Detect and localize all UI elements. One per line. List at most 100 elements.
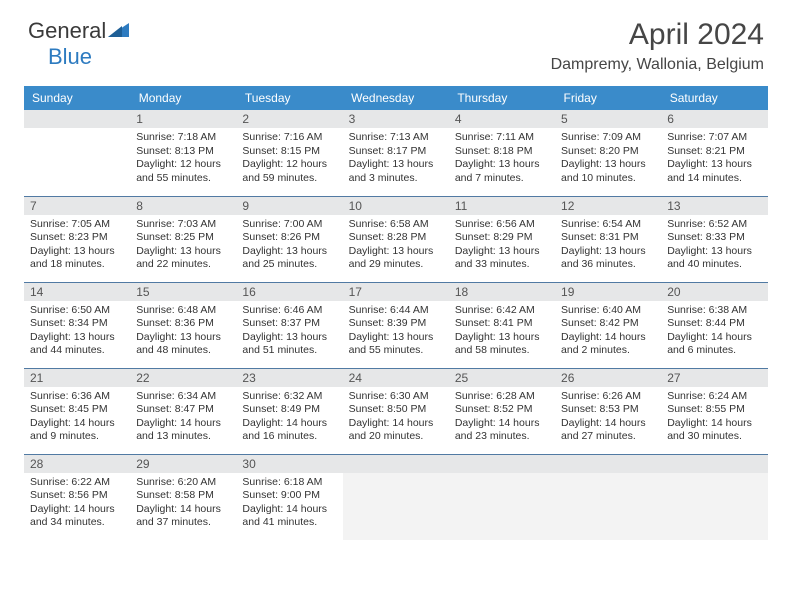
daylight-line-2: and 55 minutes. [136, 172, 230, 186]
daylight-line-1: Daylight: 13 hours [136, 245, 230, 259]
calendar-cell: 5Sunrise: 7:09 AMSunset: 8:20 PMDaylight… [555, 110, 661, 196]
calendar-row: 7Sunrise: 7:05 AMSunset: 8:23 PMDaylight… [24, 196, 768, 282]
title-area: April 2024 Dampremy, Wallonia, Belgium [551, 18, 764, 74]
calendar-cell [343, 454, 449, 540]
day-number: 13 [661, 197, 767, 215]
daylight-line-2: and 40 minutes. [667, 258, 761, 272]
daylight-line-1: Daylight: 13 hours [349, 158, 443, 172]
month-title: April 2024 [551, 18, 764, 52]
sunset-line: Sunset: 9:00 PM [242, 489, 336, 503]
day-details: Sunrise: 7:05 AMSunset: 8:23 PMDaylight:… [24, 215, 130, 277]
sunrise-line: Sunrise: 7:09 AM [561, 131, 655, 145]
day-details: Sunrise: 6:50 AMSunset: 8:34 PMDaylight:… [24, 301, 130, 363]
sunrise-line: Sunrise: 6:22 AM [30, 476, 124, 490]
sunrise-line: Sunrise: 6:44 AM [349, 304, 443, 318]
calendar-cell: 1Sunrise: 7:18 AMSunset: 8:13 PMDaylight… [130, 110, 236, 196]
sunrise-line: Sunrise: 6:32 AM [242, 390, 336, 404]
daylight-line-2: and 10 minutes. [561, 172, 655, 186]
daylight-line-1: Daylight: 14 hours [561, 417, 655, 431]
calendar-cell [449, 454, 555, 540]
brand-logo: General [28, 18, 132, 44]
day-details: Sunrise: 6:56 AMSunset: 8:29 PMDaylight:… [449, 215, 555, 277]
sunset-line: Sunset: 8:44 PM [667, 317, 761, 331]
daylight-line-1: Daylight: 13 hours [455, 158, 549, 172]
sunrise-line: Sunrise: 6:30 AM [349, 390, 443, 404]
sunrise-line: Sunrise: 6:26 AM [561, 390, 655, 404]
day-number: 17 [343, 283, 449, 301]
sunset-line: Sunset: 8:41 PM [455, 317, 549, 331]
daylight-line-1: Daylight: 12 hours [242, 158, 336, 172]
sunset-line: Sunset: 8:15 PM [242, 145, 336, 159]
sunset-line: Sunset: 8:55 PM [667, 403, 761, 417]
brand-word-2: Blue [48, 44, 92, 70]
daylight-line-1: Daylight: 14 hours [455, 417, 549, 431]
day-number: 1 [130, 110, 236, 128]
weekday-header: Monday [130, 86, 236, 110]
daylight-line-2: and 33 minutes. [455, 258, 549, 272]
day-number: 7 [24, 197, 130, 215]
sunrise-line: Sunrise: 6:40 AM [561, 304, 655, 318]
weekday-header: Sunday [24, 86, 130, 110]
day-details: Sunrise: 6:26 AMSunset: 8:53 PMDaylight:… [555, 387, 661, 449]
weekday-header-row: Sunday Monday Tuesday Wednesday Thursday… [24, 86, 768, 110]
day-number: 14 [24, 283, 130, 301]
sunrise-line: Sunrise: 6:50 AM [30, 304, 124, 318]
day-details: Sunrise: 6:40 AMSunset: 8:42 PMDaylight:… [555, 301, 661, 363]
sunset-line: Sunset: 8:25 PM [136, 231, 230, 245]
sunset-line: Sunset: 8:37 PM [242, 317, 336, 331]
day-details: Sunrise: 7:00 AMSunset: 8:26 PMDaylight:… [236, 215, 342, 277]
day-details: Sunrise: 6:46 AMSunset: 8:37 PMDaylight:… [236, 301, 342, 363]
sunrise-line: Sunrise: 6:54 AM [561, 218, 655, 232]
daylight-line-1: Daylight: 13 hours [667, 158, 761, 172]
daylight-line-1: Daylight: 13 hours [455, 245, 549, 259]
sunset-line: Sunset: 8:28 PM [349, 231, 443, 245]
day-number: 16 [236, 283, 342, 301]
calendar-cell: 6Sunrise: 7:07 AMSunset: 8:21 PMDaylight… [661, 110, 767, 196]
day-details: Sunrise: 6:58 AMSunset: 8:28 PMDaylight:… [343, 215, 449, 277]
day-number-bar [661, 455, 767, 473]
calendar-cell: 16Sunrise: 6:46 AMSunset: 8:37 PMDayligh… [236, 282, 342, 368]
daylight-line-2: and 59 minutes. [242, 172, 336, 186]
daylight-line-2: and 18 minutes. [30, 258, 124, 272]
day-details: Sunrise: 6:36 AMSunset: 8:45 PMDaylight:… [24, 387, 130, 449]
calendar-cell: 21Sunrise: 6:36 AMSunset: 8:45 PMDayligh… [24, 368, 130, 454]
daylight-line-1: Daylight: 14 hours [561, 331, 655, 345]
brand-word-1: General [28, 18, 106, 44]
sunrise-line: Sunrise: 6:56 AM [455, 218, 549, 232]
day-number: 22 [130, 369, 236, 387]
calendar-row: 14Sunrise: 6:50 AMSunset: 8:34 PMDayligh… [24, 282, 768, 368]
calendar-row: 28Sunrise: 6:22 AMSunset: 8:56 PMDayligh… [24, 454, 768, 540]
calendar-row: 1Sunrise: 7:18 AMSunset: 8:13 PMDaylight… [24, 110, 768, 196]
day-details: Sunrise: 6:38 AMSunset: 8:44 PMDaylight:… [661, 301, 767, 363]
day-details: Sunrise: 7:03 AMSunset: 8:25 PMDaylight:… [130, 215, 236, 277]
day-details: Sunrise: 6:54 AMSunset: 8:31 PMDaylight:… [555, 215, 661, 277]
sunset-line: Sunset: 8:42 PM [561, 317, 655, 331]
day-details: Sunrise: 7:13 AMSunset: 8:17 PMDaylight:… [343, 128, 449, 190]
sunset-line: Sunset: 8:45 PM [30, 403, 124, 417]
daylight-line-1: Daylight: 13 hours [349, 245, 443, 259]
calendar-cell [555, 454, 661, 540]
day-number: 2 [236, 110, 342, 128]
sunrise-line: Sunrise: 6:24 AM [667, 390, 761, 404]
sunset-line: Sunset: 8:31 PM [561, 231, 655, 245]
day-details: Sunrise: 6:34 AMSunset: 8:47 PMDaylight:… [130, 387, 236, 449]
calendar-cell: 15Sunrise: 6:48 AMSunset: 8:36 PMDayligh… [130, 282, 236, 368]
sunset-line: Sunset: 8:29 PM [455, 231, 549, 245]
sunrise-line: Sunrise: 6:52 AM [667, 218, 761, 232]
weekday-header: Wednesday [343, 86, 449, 110]
calendar-cell: 20Sunrise: 6:38 AMSunset: 8:44 PMDayligh… [661, 282, 767, 368]
brand-triangle-icon [108, 20, 130, 43]
calendar-cell: 17Sunrise: 6:44 AMSunset: 8:39 PMDayligh… [343, 282, 449, 368]
day-number: 5 [555, 110, 661, 128]
daylight-line-2: and 37 minutes. [136, 516, 230, 530]
calendar-cell: 26Sunrise: 6:26 AMSunset: 8:53 PMDayligh… [555, 368, 661, 454]
daylight-line-2: and 16 minutes. [242, 430, 336, 444]
day-number: 21 [24, 369, 130, 387]
daylight-line-1: Daylight: 13 hours [30, 245, 124, 259]
sunrise-line: Sunrise: 6:28 AM [455, 390, 549, 404]
day-number: 15 [130, 283, 236, 301]
day-number: 8 [130, 197, 236, 215]
daylight-line-1: Daylight: 14 hours [30, 417, 124, 431]
weekday-header: Friday [555, 86, 661, 110]
sunrise-line: Sunrise: 6:46 AM [242, 304, 336, 318]
